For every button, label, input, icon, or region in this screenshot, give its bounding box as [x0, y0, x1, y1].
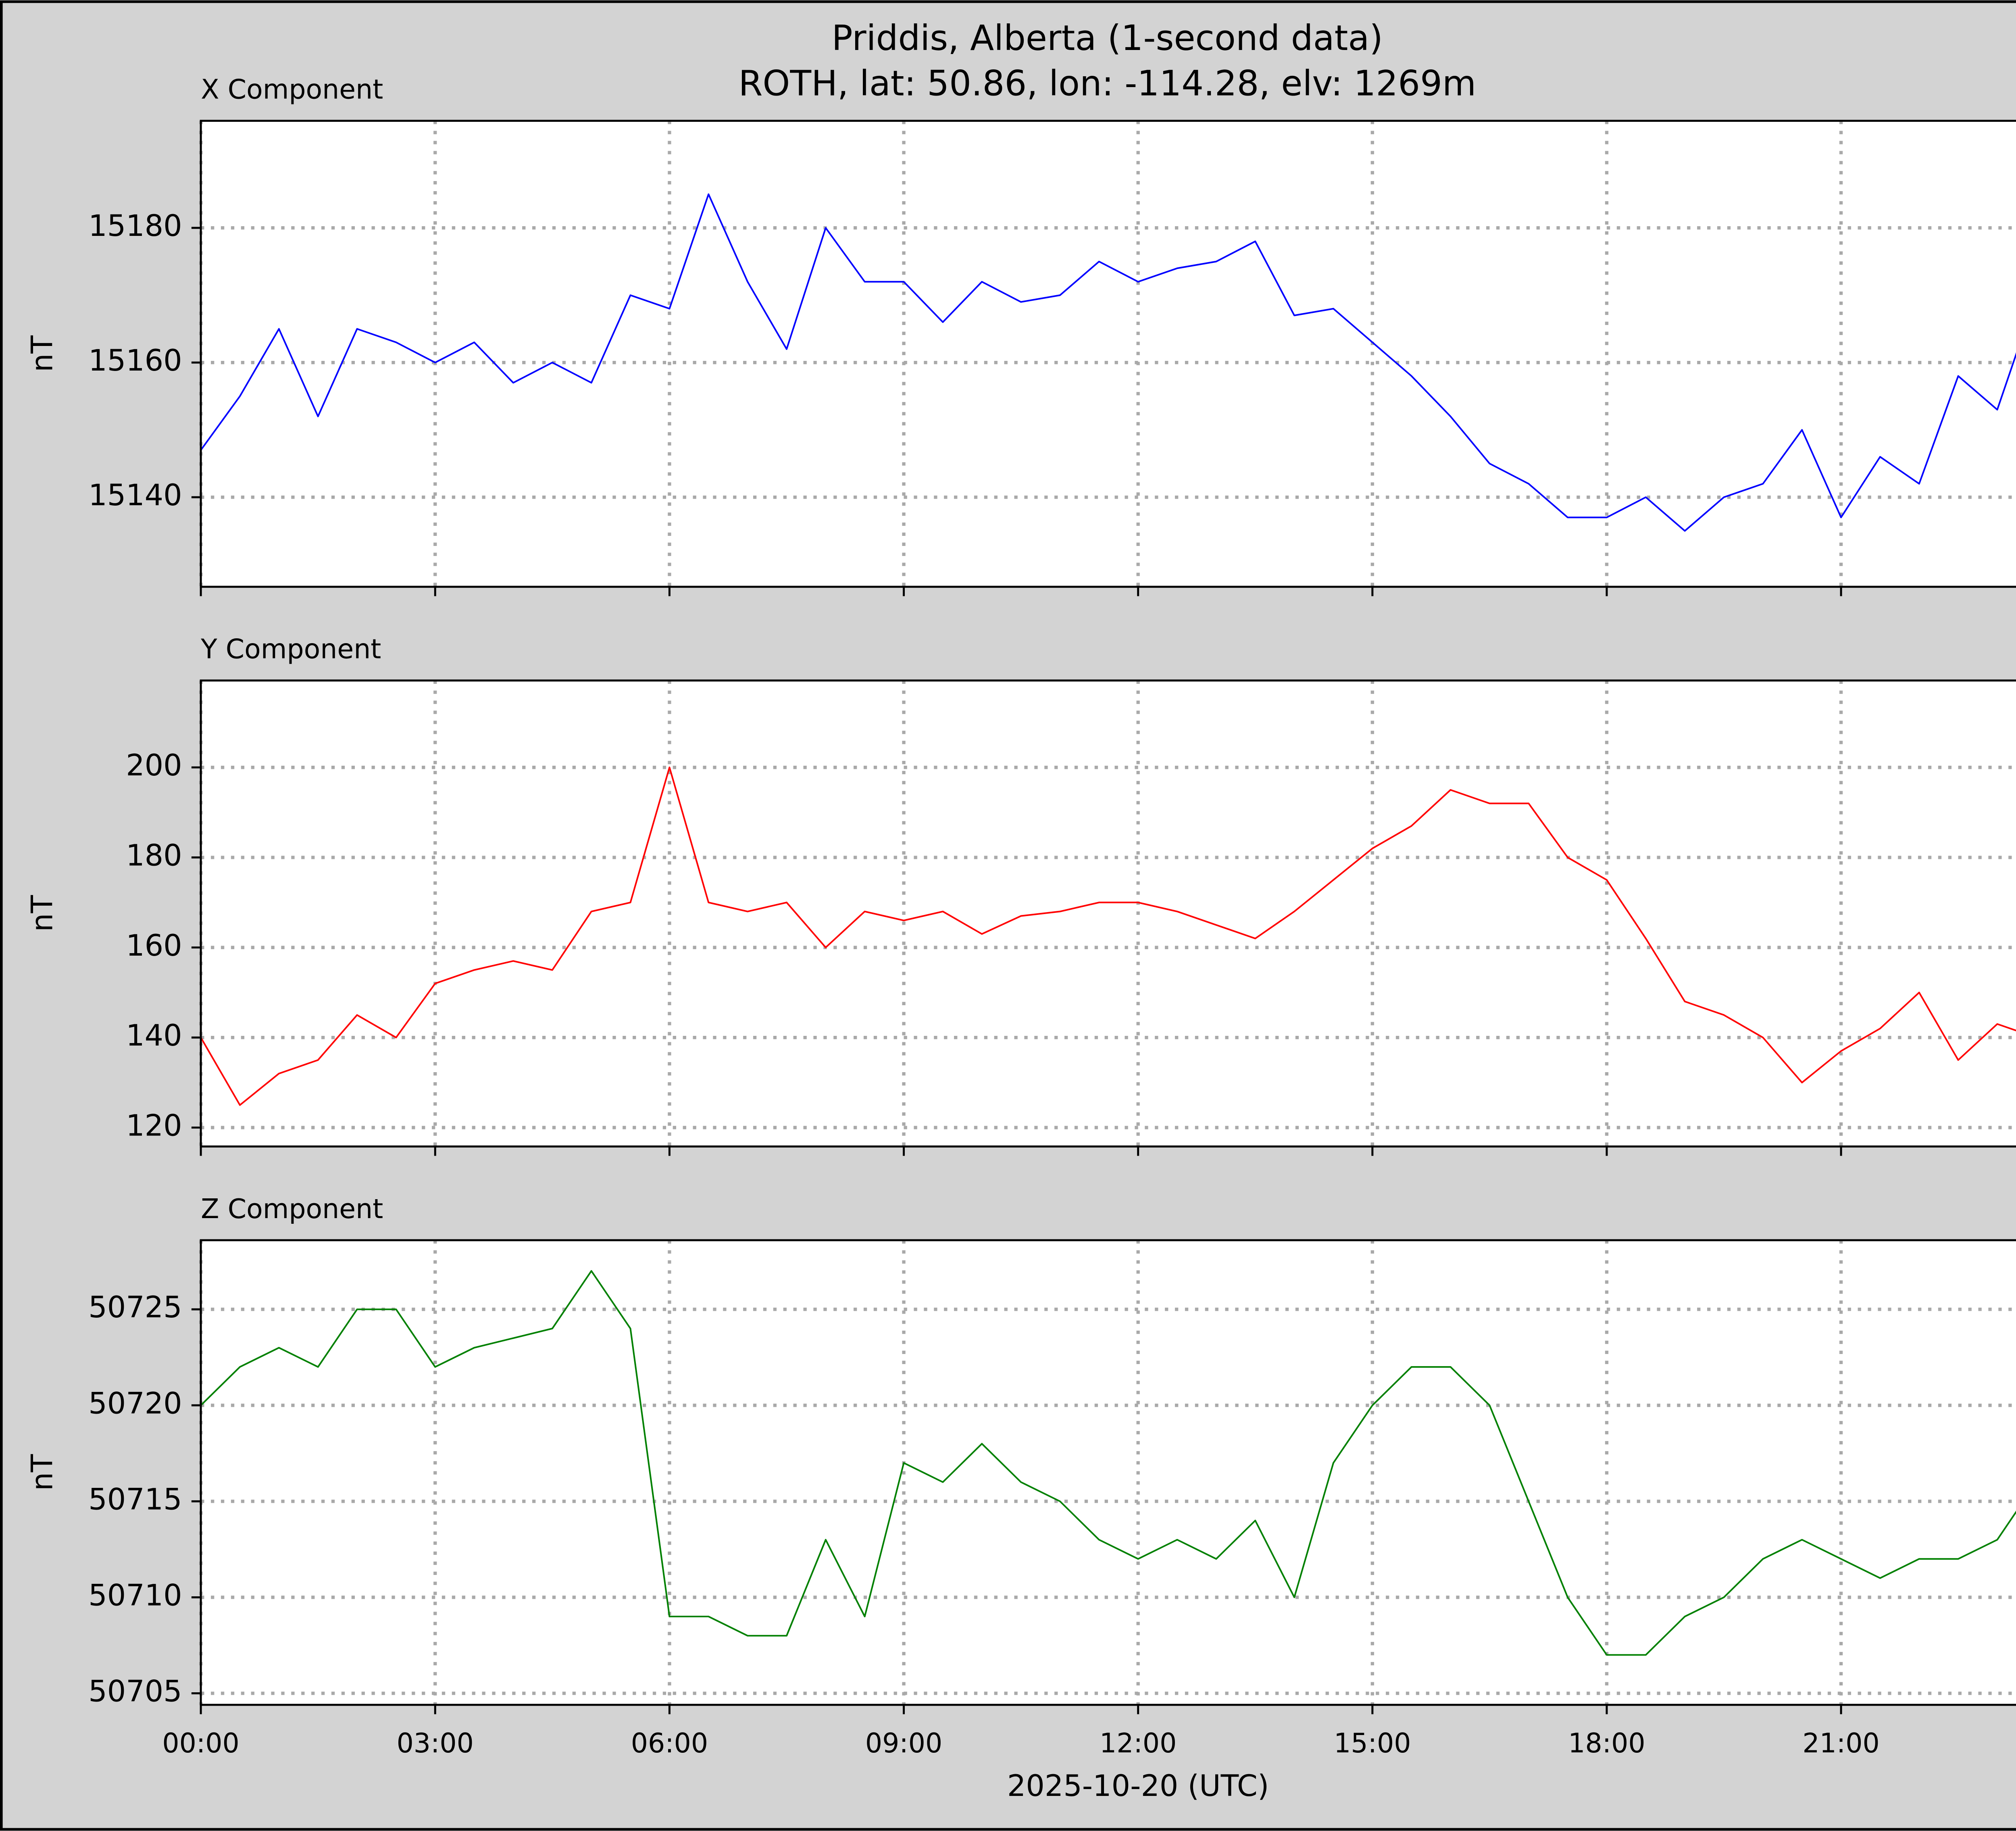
- panel-title: X Component: [201, 74, 383, 105]
- y-tick-label: 140: [126, 1019, 182, 1053]
- y-tick-label: 15160: [88, 344, 182, 378]
- y-tick-label: 50705: [88, 1675, 182, 1709]
- plot-area: [201, 1240, 2016, 1705]
- y-tick-label: 50715: [88, 1482, 182, 1516]
- plot-area: [201, 121, 2016, 587]
- data-line: [200, 767, 2016, 1106]
- panel-title: Z Component: [201, 1193, 383, 1225]
- x-tick-label: 06:00: [631, 1727, 708, 1759]
- plot-frame: [200, 679, 2016, 1148]
- y-axis-label: nT: [25, 335, 60, 372]
- y-tick-label: 15140: [88, 478, 182, 512]
- x-tick-label: 00:00: [162, 1727, 239, 1759]
- y-tick-label: 200: [126, 748, 182, 783]
- y-tick-label: 160: [126, 929, 182, 963]
- x-tick-label: 09:00: [865, 1727, 942, 1759]
- panel-title: Y Component: [200, 633, 381, 665]
- plot-frame: [200, 1239, 2016, 1706]
- x-tick-label: 12:00: [1100, 1727, 1177, 1759]
- plot-area: [201, 680, 2016, 1147]
- y-axis-label: nT: [25, 895, 60, 932]
- y-tick-label: 180: [126, 839, 182, 873]
- plot-frame: [200, 120, 2016, 588]
- y-tick-label: 120: [126, 1108, 182, 1143]
- data-line: [200, 193, 2016, 532]
- chart-subtitle: ROTH, lat: 50.86, lon: -114.28, elv: 126…: [738, 64, 1476, 104]
- y-axis-label: nT: [25, 1454, 60, 1491]
- x-tick-label: 15:00: [1334, 1727, 1411, 1759]
- x-axis-label: 2025-10-20 (UTC): [1007, 1769, 1269, 1803]
- x-tick-label: 03:00: [397, 1727, 474, 1759]
- y-tick-label: 15180: [88, 209, 182, 243]
- x-tick-label: 18:00: [1568, 1727, 1645, 1759]
- y-tick-label: 50725: [88, 1290, 182, 1325]
- y-tick-label: 50710: [88, 1578, 182, 1612]
- y-tick-label: 50720: [88, 1386, 182, 1421]
- chart-title: Priddis, Alberta (1-second data): [832, 18, 1383, 58]
- x-tick-label: 21:00: [1802, 1727, 1879, 1759]
- data-line: [200, 1270, 2016, 1656]
